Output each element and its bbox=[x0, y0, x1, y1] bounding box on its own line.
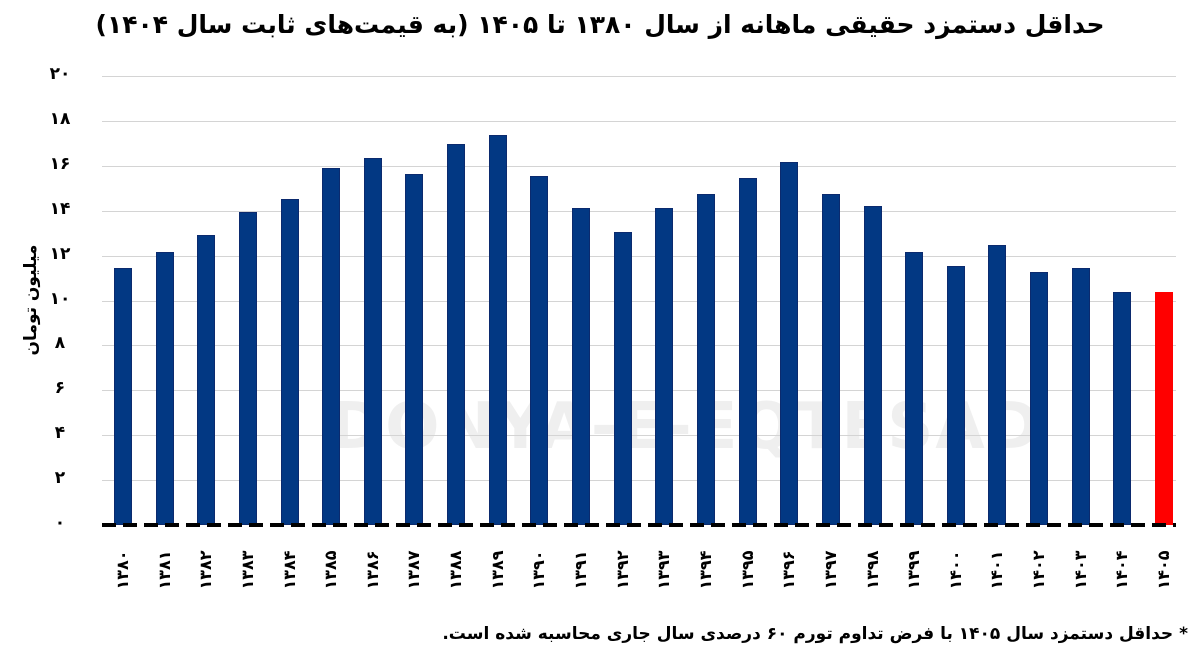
x-tick-label: ۱۳۹۲ bbox=[612, 550, 632, 590]
watermark: DONYA-E-EQTESAD bbox=[330, 390, 1042, 464]
x-tick-label: ۱۴۰۲ bbox=[1029, 550, 1049, 590]
y-tick-label: ۲۰ bbox=[49, 64, 71, 84]
bar bbox=[1071, 267, 1090, 525]
chart-title: حداقل دستمزد حقیقی ماهانه از سال ۱۳۸۰ تا… bbox=[95, 10, 1105, 39]
bar bbox=[572, 208, 591, 525]
x-tick-label: ۱۳۹۷ bbox=[820, 550, 840, 590]
x-tick-label: ۱۳۸۸ bbox=[446, 550, 466, 590]
x-tick-label: ۱۴۰۰ bbox=[945, 550, 965, 590]
gridline bbox=[102, 76, 1176, 77]
x-tick-label: ۱۴۰۳ bbox=[1070, 550, 1090, 590]
y-tick-label: ۱۰ bbox=[49, 288, 71, 309]
x-tick-label: ۱۳۸۷ bbox=[404, 550, 424, 590]
x-tick-label: ۱۳۹۳ bbox=[654, 550, 674, 590]
gridline bbox=[102, 120, 1176, 122]
x-tick-label: ۱۴۰۴ bbox=[1112, 550, 1132, 590]
x-tick-label: ۱۳۸۰ bbox=[113, 550, 132, 590]
bar bbox=[530, 175, 549, 525]
x-tick-label: ۱۳۸۹ bbox=[487, 550, 507, 590]
gridline bbox=[102, 210, 1176, 212]
bar bbox=[988, 245, 1007, 525]
bar bbox=[696, 193, 715, 525]
bar bbox=[1030, 272, 1049, 525]
bar bbox=[1113, 291, 1132, 525]
gridline bbox=[102, 300, 1176, 302]
bar bbox=[863, 206, 882, 525]
bar bbox=[114, 267, 132, 525]
x-tick-label: ۱۴۰۵ bbox=[1154, 550, 1173, 590]
x-tick-label: ۱۳۸۱ bbox=[154, 550, 174, 590]
y-tick-label: ۴ bbox=[54, 423, 66, 444]
bar bbox=[613, 232, 632, 525]
x-tick-label: ۱۳۹۰ bbox=[529, 550, 549, 590]
y-tick-label: ۱۶ bbox=[49, 153, 71, 174]
x-tick-label: ۱۴۰۱ bbox=[987, 550, 1007, 590]
gridline bbox=[102, 345, 1176, 347]
bar bbox=[738, 178, 757, 525]
gridline bbox=[102, 435, 1176, 437]
bar bbox=[447, 144, 466, 525]
bar bbox=[363, 157, 382, 525]
gridline bbox=[102, 390, 1176, 392]
x-tick-label: ۱۳۹۶ bbox=[779, 550, 799, 590]
bar bbox=[197, 235, 216, 525]
bar-highlighted bbox=[1155, 291, 1173, 525]
bar bbox=[280, 199, 299, 525]
x-tick-label: ۱۳۹۸ bbox=[862, 550, 882, 590]
gridline bbox=[102, 165, 1176, 167]
y-tick-label: ۱۸ bbox=[49, 108, 71, 129]
x-tick-label: ۱۳۸۴ bbox=[279, 550, 299, 590]
bar bbox=[405, 173, 424, 525]
x-axis-line bbox=[102, 523, 1176, 527]
x-tick-label: ۱۳۹۱ bbox=[571, 550, 591, 590]
bar bbox=[780, 162, 799, 525]
bar bbox=[322, 168, 341, 525]
bar bbox=[238, 211, 257, 525]
y-tick-label: ۶ bbox=[54, 378, 66, 399]
bar bbox=[655, 208, 674, 525]
x-tick-label: ۱۳۹۵ bbox=[737, 550, 757, 590]
bar bbox=[155, 252, 174, 525]
x-tick-label: ۱۳۸۲ bbox=[196, 550, 216, 590]
bar bbox=[488, 135, 507, 525]
gridline bbox=[102, 480, 1176, 482]
footnote: * حداقل دستمزد سال ۱۴۰۵ با فرض تداوم تور… bbox=[442, 624, 1188, 644]
bar bbox=[946, 265, 965, 525]
x-tick-label: ۱۳۸۳ bbox=[237, 550, 257, 590]
bar bbox=[821, 193, 840, 525]
x-tick-label: ۱۳۸۵ bbox=[321, 550, 341, 590]
y-tick-label: ۸ bbox=[54, 333, 66, 354]
y-tick-label: ۰ bbox=[54, 513, 66, 533]
y-tick-label: ۱۴ bbox=[49, 198, 71, 219]
x-tick-label: ۱۳۹۴ bbox=[695, 550, 715, 590]
x-tick-label: ۱۳۹۹ bbox=[904, 550, 924, 590]
bar bbox=[905, 252, 924, 525]
y-tick-label: ۱۲ bbox=[49, 243, 71, 264]
gridline bbox=[102, 255, 1176, 257]
x-tick-label: ۱۳۸۶ bbox=[362, 550, 382, 590]
y-tick-label: ۲ bbox=[54, 468, 66, 489]
